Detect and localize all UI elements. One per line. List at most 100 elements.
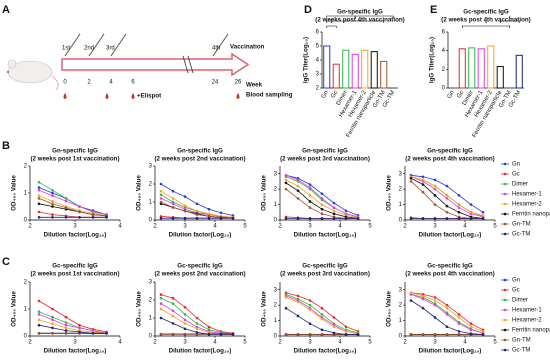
x-tick-label: Gc [456, 90, 465, 100]
y-tick-label: 0 [399, 334, 403, 340]
data-point [433, 296, 437, 299]
data-point [195, 325, 199, 329]
data-point [308, 299, 312, 302]
legend-marker [503, 202, 507, 206]
data-point [457, 206, 461, 209]
data-point [195, 322, 199, 325]
data-point [284, 187, 288, 191]
data-point [320, 313, 324, 316]
legend-marker [503, 338, 507, 342]
data-point [421, 190, 425, 194]
data-point [433, 194, 437, 197]
data-point [51, 202, 54, 206]
data-point [105, 332, 108, 335]
data-point [320, 328, 324, 332]
y-tick-label: 0 [442, 86, 446, 92]
data-point [296, 300, 300, 304]
data-point [159, 332, 163, 336]
data-point [183, 195, 187, 198]
legend-marker [503, 278, 507, 282]
data-point [171, 189, 175, 193]
chart-title: Gc-specific IgG [302, 263, 348, 270]
legend-marker [503, 192, 507, 196]
data-point [469, 328, 473, 332]
data-point [171, 197, 175, 200]
timeline-arrow [61, 52, 250, 77]
x-tick-label: 4 [118, 224, 122, 230]
legend-marker [503, 318, 507, 322]
data-point [445, 303, 449, 307]
panel-label: C [2, 256, 10, 268]
bar [380, 60, 388, 89]
legend-marker [503, 288, 507, 292]
data-point [445, 210, 449, 214]
data-point [37, 318, 41, 322]
data-point [37, 323, 41, 327]
series-line [410, 176, 484, 218]
legend-label: Ferritin nanoparticle [512, 212, 550, 218]
blood-sampling-label: Blood sampling [246, 92, 293, 99]
data-point [183, 313, 187, 316]
panel-label: A [2, 4, 10, 16]
bar [515, 54, 523, 89]
y-tick-label: 3 [399, 287, 403, 293]
data-point [51, 213, 54, 216]
data-point [457, 322, 461, 325]
data-point [37, 197, 41, 200]
data-point [64, 197, 68, 200]
data-point [332, 206, 336, 209]
legend-marker [503, 172, 507, 176]
series-line [38, 198, 107, 217]
data-point [457, 217, 461, 220]
data-point [51, 189, 54, 192]
y-tick-label: 0 [399, 218, 403, 224]
mouse-eye [7, 71, 9, 73]
data-point [296, 189, 300, 192]
data-point [433, 316, 437, 319]
data-point [183, 322, 187, 325]
data-point [445, 325, 449, 329]
data-point [78, 330, 81, 334]
x-tick-label: 3 [73, 224, 77, 230]
data-point [64, 321, 68, 324]
data-point [37, 189, 41, 192]
data-point [105, 216, 108, 219]
data-point [409, 299, 413, 302]
y-tick-label: 5 [316, 44, 320, 50]
data-point [231, 332, 235, 336]
data-point [344, 209, 348, 213]
data-point [320, 217, 324, 220]
x-tick-label: 3 [183, 224, 187, 230]
data-point [421, 294, 425, 298]
x-axis-label: Dilution factor(Log₁₀) [169, 348, 232, 355]
x-tick-label: 3 [433, 224, 437, 230]
data-point [207, 215, 211, 218]
data-point [469, 217, 473, 220]
x-tick-label: 5 [243, 340, 247, 346]
x-tick-label: 3 [183, 340, 187, 346]
data-point [296, 217, 300, 220]
data-point [183, 305, 187, 309]
data-point [64, 206, 68, 210]
data-point [409, 217, 413, 220]
data-point [64, 216, 68, 219]
x-tick-label: 2 [278, 224, 282, 230]
data-point [207, 332, 211, 336]
data-point [171, 309, 175, 313]
data-point [445, 184, 449, 188]
chart-title: Gn-specific IgG [337, 9, 383, 16]
chart-subtitle: (2 weeks post 1st vaccination) [30, 271, 119, 278]
y-tick-label: 3 [274, 171, 278, 177]
data-point [37, 210, 41, 214]
data-point [159, 197, 163, 200]
data-point [481, 217, 485, 220]
legend-label: Gc-TM [512, 232, 530, 238]
data-point [51, 332, 54, 335]
legend-marker [503, 348, 507, 352]
data-point [171, 322, 175, 325]
data-point [469, 325, 473, 329]
data-point [409, 180, 413, 183]
data-point [219, 216, 223, 220]
series-line [38, 300, 107, 333]
data-point [445, 194, 449, 197]
